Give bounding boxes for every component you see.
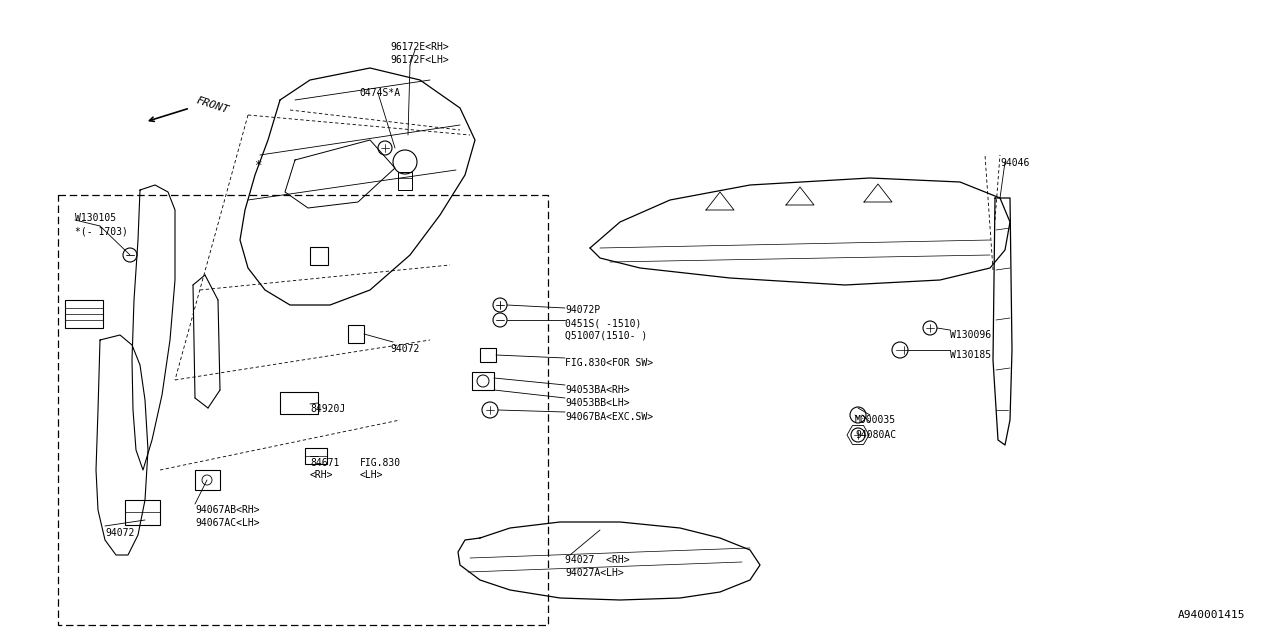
Bar bbox=[472, 372, 494, 390]
Text: 84671: 84671 bbox=[310, 458, 339, 468]
Bar bbox=[195, 470, 220, 490]
Text: M000035: M000035 bbox=[855, 415, 896, 425]
Text: W130105: W130105 bbox=[76, 213, 116, 223]
Bar bbox=[480, 348, 497, 362]
Bar bbox=[65, 300, 102, 328]
Text: 84920J: 84920J bbox=[310, 404, 346, 414]
Text: 96172E<RH>: 96172E<RH> bbox=[390, 42, 449, 52]
Bar bbox=[348, 325, 364, 343]
Text: *: * bbox=[255, 159, 261, 172]
Text: 0474S*A: 0474S*A bbox=[360, 88, 401, 98]
Bar bbox=[280, 392, 317, 414]
Text: 94067AC<LH>: 94067AC<LH> bbox=[195, 518, 260, 528]
Text: <RH>: <RH> bbox=[310, 470, 334, 480]
Bar bbox=[305, 448, 326, 464]
Text: 94053BA<RH>: 94053BA<RH> bbox=[564, 385, 630, 395]
Text: 0451S( -1510): 0451S( -1510) bbox=[564, 318, 641, 328]
Text: 94053BB<LH>: 94053BB<LH> bbox=[564, 398, 630, 408]
Text: 94080AC: 94080AC bbox=[855, 430, 896, 440]
Text: 94072: 94072 bbox=[105, 528, 134, 538]
Text: 94046: 94046 bbox=[1000, 158, 1029, 168]
Bar bbox=[58, 195, 548, 625]
Text: 94072: 94072 bbox=[390, 344, 420, 354]
Bar bbox=[125, 500, 160, 525]
Text: W130185: W130185 bbox=[950, 350, 991, 360]
Text: *(- 1703): *(- 1703) bbox=[76, 226, 128, 236]
Text: 94027A<LH>: 94027A<LH> bbox=[564, 568, 623, 578]
Text: W130096: W130096 bbox=[950, 330, 991, 340]
Text: FIG.830<FOR SW>: FIG.830<FOR SW> bbox=[564, 358, 653, 368]
Text: Q51007(1510- ): Q51007(1510- ) bbox=[564, 331, 648, 341]
Bar bbox=[310, 247, 328, 265]
Text: FRONT: FRONT bbox=[195, 95, 230, 115]
Bar bbox=[398, 172, 412, 190]
Text: 94067AB<RH>: 94067AB<RH> bbox=[195, 505, 260, 515]
Text: 94027  <RH>: 94027 <RH> bbox=[564, 555, 630, 565]
Text: <LH>: <LH> bbox=[360, 470, 384, 480]
Text: FIG.830: FIG.830 bbox=[360, 458, 401, 468]
Text: A940001415: A940001415 bbox=[1178, 610, 1245, 620]
Text: 94072P: 94072P bbox=[564, 305, 600, 315]
Text: 96172F<LH>: 96172F<LH> bbox=[390, 55, 449, 65]
Text: 94067BA<EXC.SW>: 94067BA<EXC.SW> bbox=[564, 412, 653, 422]
